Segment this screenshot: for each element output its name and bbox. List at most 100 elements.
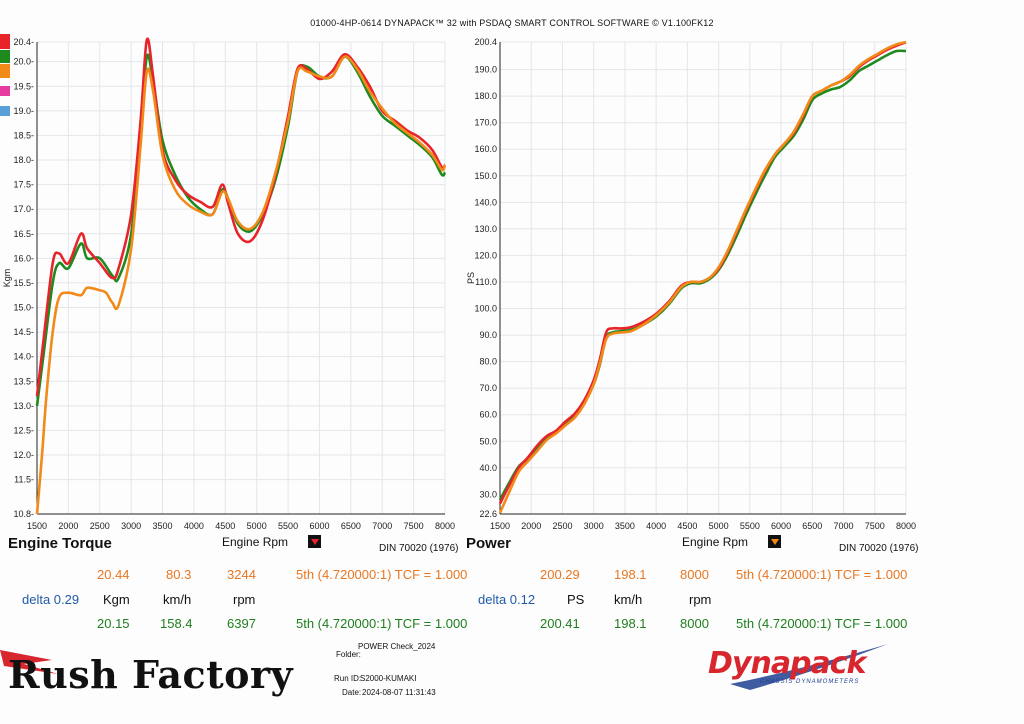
power-ytick: 180.0 bbox=[474, 91, 497, 101]
power-unit-1: PS bbox=[567, 592, 585, 607]
torque-delta: delta 0.29 bbox=[22, 592, 80, 607]
torque-unit-2: km/h bbox=[163, 592, 192, 607]
torque-top-gear: 5th (4.720000:1) TCF = 1.000 bbox=[296, 567, 468, 582]
dynapack-swoosh-icon bbox=[730, 644, 888, 690]
torque-ytick: 18.0- bbox=[13, 155, 34, 165]
power-ytick: 60.0 bbox=[479, 410, 497, 420]
power-series-line-0 bbox=[498, 49, 907, 501]
power-top-v1: 200.29 bbox=[540, 567, 580, 582]
torque-dropdown-icon[interactable] bbox=[308, 535, 321, 548]
torque-xtick: 2000 bbox=[58, 521, 78, 531]
power-bottom-v2: 198.1 bbox=[614, 616, 647, 631]
torque-ytick: 14.5- bbox=[13, 327, 34, 337]
power-bottom-v3: 8000 bbox=[680, 616, 709, 631]
dynapack-subtitle: CHASSIS DYNAMOMETERS bbox=[760, 679, 860, 685]
torque-ylabel: Kgm bbox=[2, 269, 12, 288]
torque-ytick: 16.5- bbox=[13, 229, 34, 239]
power-ytick: 170.0 bbox=[474, 118, 497, 128]
torque-readout-bottom: 20.15 158.4 6397 5th (4.720000:1) TCF = … bbox=[0, 616, 470, 634]
torque-unit-3: rpm bbox=[233, 592, 256, 607]
power-ytick: 80.0 bbox=[479, 357, 497, 367]
torque-ytick: 15.0- bbox=[13, 303, 34, 313]
power-ytick: 30.0 bbox=[479, 489, 497, 499]
torque-xtick: 4000 bbox=[184, 521, 204, 531]
dynapack-logo: Dynapack CHASSIS DYNAMOMETERS bbox=[700, 640, 900, 696]
torque-bottom-gear: 5th (4.720000:1) TCF = 1.000 bbox=[296, 616, 468, 631]
torque-series-line-1 bbox=[35, 37, 447, 397]
torque-title: Engine Torque bbox=[8, 535, 112, 552]
power-dropdown-icon[interactable] bbox=[768, 535, 781, 548]
power-ytick: 150.0 bbox=[474, 171, 497, 181]
power-readout-bottom: 200.41 198.1 8000 5th (4.720000:1) TCF =… bbox=[470, 616, 1024, 634]
torque-bottom-v3: 6397 bbox=[227, 616, 256, 631]
power-xtick: 7000 bbox=[834, 521, 854, 531]
torque-ytick: 12.0- bbox=[13, 450, 34, 460]
power-xtick: 6000 bbox=[771, 521, 791, 531]
legend-swatch-red bbox=[0, 34, 10, 49]
power-xtick: 1500 bbox=[490, 521, 510, 531]
torque-readout-top: 20.44 80.3 3244 5th (4.720000:1) TCF = 1… bbox=[0, 567, 470, 585]
date-value: 2024-08-07 11:31:43 bbox=[362, 688, 436, 697]
power-delta: delta 0.12 bbox=[478, 592, 536, 607]
brand-name: Rush Factory bbox=[8, 652, 294, 697]
torque-units-row: delta 0.29 Kgm km/h rpm bbox=[0, 592, 470, 610]
logo-swoosh-icon bbox=[0, 650, 58, 674]
power-xtick: 3000 bbox=[584, 521, 604, 531]
power-series-line-2 bbox=[498, 40, 907, 514]
torque-top-v3: 3244 bbox=[227, 567, 256, 582]
power-xtick: 3500 bbox=[615, 521, 635, 531]
torque-xtick: 1500 bbox=[27, 521, 47, 531]
legend-swatch-blue bbox=[0, 106, 10, 116]
power-unit-2: km/h bbox=[614, 592, 643, 607]
legend-swatch-green bbox=[0, 50, 10, 63]
folder-label: Folder: bbox=[336, 650, 361, 659]
power-din: DIN 70020 (1976) bbox=[839, 543, 919, 554]
power-xtick: 7500 bbox=[865, 521, 885, 531]
dynapack-name: Dynapack bbox=[708, 646, 867, 681]
power-ytick: 90.0 bbox=[479, 330, 497, 340]
torque-ytick: 13.5- bbox=[13, 376, 34, 386]
torque-ytick: 13.0- bbox=[13, 401, 34, 411]
torque-series-line-2 bbox=[35, 55, 447, 515]
power-ytick: 110.0 bbox=[475, 277, 497, 287]
power-xtick: 8000 bbox=[896, 521, 916, 531]
torque-din: DIN 70020 (1976) bbox=[379, 543, 459, 554]
rush-factory-logo: Rush Factory bbox=[0, 646, 330, 706]
power-xtick: 2000 bbox=[521, 521, 541, 531]
power-xtick: 5500 bbox=[740, 521, 760, 531]
power-ytick: 70.0 bbox=[479, 383, 497, 393]
torque-ytick: 14.0- bbox=[13, 352, 34, 362]
legend-swatches bbox=[0, 34, 12, 124]
power-ytick: 140.0 bbox=[474, 197, 497, 207]
power-xtick: 4000 bbox=[646, 521, 666, 531]
run-info: Folder: POWER Check_2024 Run ID: S2000-K… bbox=[334, 640, 534, 700]
torque-ytick: 20.4- bbox=[13, 37, 34, 47]
power-ytick: 100.0 bbox=[474, 304, 497, 314]
power-bottom-gear: 5th (4.720000:1) TCF = 1.000 bbox=[736, 616, 908, 631]
torque-ytick: 12.5- bbox=[13, 425, 34, 435]
torque-xtick: 5500 bbox=[278, 521, 298, 531]
torque-xtick: 8000 bbox=[435, 521, 455, 531]
torque-ytick: 20.0- bbox=[13, 57, 34, 67]
power-xtick: 5000 bbox=[709, 521, 729, 531]
torque-xtick: 3500 bbox=[153, 521, 173, 531]
torque-xtick: 7500 bbox=[404, 521, 424, 531]
power-xtick: 2500 bbox=[552, 521, 572, 531]
power-ytick: 120.0 bbox=[474, 250, 497, 260]
torque-ytick: 19.5- bbox=[13, 81, 34, 91]
torque-xtick: 4500 bbox=[215, 521, 235, 531]
power-units-row: delta 0.12 PS km/h rpm bbox=[470, 592, 1024, 610]
power-ytick: 50.0 bbox=[479, 436, 497, 446]
torque-ytick: 11.5- bbox=[14, 475, 34, 485]
power-ytick: 160.0 bbox=[474, 144, 497, 154]
power-ytick: 40.0 bbox=[479, 463, 497, 473]
power-ylabel: PS bbox=[466, 272, 476, 284]
power-bottom-v1: 200.41 bbox=[540, 616, 580, 631]
power-series-line-1 bbox=[498, 41, 907, 505]
torque-top-v1: 20.44 bbox=[97, 567, 130, 582]
torque-ytick: 18.5- bbox=[13, 130, 34, 140]
power-ytick: 190.0 bbox=[474, 65, 497, 75]
power-unit-3: rpm bbox=[689, 592, 712, 607]
page-header: 01000-4HP-0614 DYNAPACK™ 32 with PSDAQ S… bbox=[310, 18, 714, 28]
run-id-value: S2000-KUMAKI bbox=[360, 674, 417, 683]
